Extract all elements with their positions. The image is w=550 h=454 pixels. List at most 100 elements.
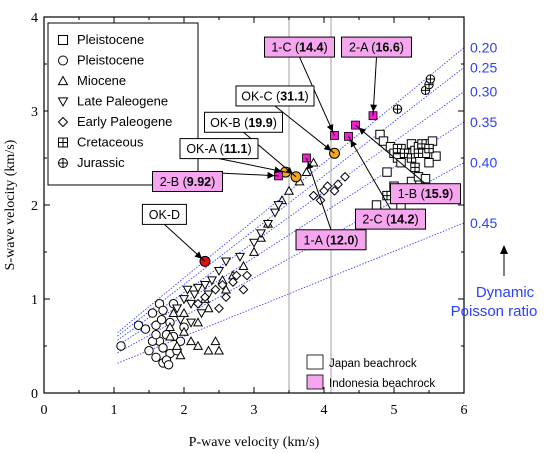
sample-legend-swatch — [306, 374, 324, 390]
x-axis-title: P-wave velocity (km/s) — [189, 435, 320, 450]
annotation-label-OK-A: OK-A (11.1) — [186, 142, 251, 156]
data-point-circle-plus — [392, 104, 403, 114]
data-point-triangle-down — [206, 276, 218, 286]
annotation-box-OK-A — [179, 138, 259, 160]
data-point-triangle-down — [234, 252, 246, 262]
data-point-diamond — [340, 171, 350, 182]
annotation-arrowhead-2-C — [350, 139, 358, 148]
legend-box — [47, 22, 199, 186]
annotation-arrowhead-OK-D — [194, 251, 203, 259]
legend-label: Miocene — [77, 73, 126, 88]
data-point-square — [420, 173, 431, 184]
data-point-triangle-up — [164, 331, 176, 341]
data-point-triangle-down — [248, 238, 260, 248]
data-point-triangle-down — [255, 229, 267, 239]
data-point-square — [371, 200, 382, 210]
annotation-arrow-1-C — [299, 56, 335, 136]
data-point-triangle-down — [185, 299, 197, 309]
annotation-arrow-1-B — [355, 124, 426, 185]
data-point-diamond — [200, 292, 210, 303]
data-point-triangle-down — [175, 315, 186, 325]
data-point-diamond — [210, 284, 221, 295]
annotation-label-1-C: 1-C (14.4) — [271, 41, 327, 55]
annotation-box-OK-C — [235, 85, 315, 107]
data-point-triangle-down — [185, 318, 197, 328]
annotation-arrowhead-2-B — [267, 171, 275, 179]
legend-marker-square — [58, 35, 68, 45]
data-point-triangle-up — [168, 307, 179, 317]
poisson-label-0.20: 0.20 — [470, 40, 497, 56]
annotation-arrowhead-OK-A — [274, 166, 282, 174]
data-point-triangle-up — [185, 336, 197, 346]
poisson-label-0.35: 0.35 — [470, 114, 497, 130]
data-point-triangle-up — [248, 246, 260, 256]
poisson-label-0.30: 0.30 — [470, 84, 497, 100]
data-point-diamond — [329, 185, 340, 196]
annotation-arrowhead-OK-C — [323, 143, 332, 151]
poisson-label-0.45: 0.45 — [470, 215, 497, 231]
data-point-diamond — [242, 270, 252, 281]
annotation-box-1-B — [390, 183, 461, 205]
data-point-circle — [151, 352, 161, 362]
sample-legend-swatch — [306, 354, 324, 370]
annotation-arrow-OK-A — [218, 158, 286, 173]
x-tick-label: 2 — [181, 403, 188, 418]
data-point-triangle-up — [192, 340, 204, 350]
x-tick-label: 6 — [461, 403, 468, 418]
data-point-circle — [116, 341, 126, 351]
data-point-diamond — [333, 179, 343, 190]
annotation-arrowhead-1-A — [306, 161, 314, 170]
sample-legend-label: Indonesia beachrock — [329, 378, 435, 390]
poisson-line-0.30 — [117, 91, 464, 341]
data-point-circle — [140, 324, 151, 334]
data-point-triangle-up — [203, 303, 214, 313]
poisson-title-line1: Dynamic — [476, 284, 535, 301]
data-point-triangle-down — [213, 266, 225, 277]
data-point-triangle-down — [262, 219, 274, 230]
data-point-circle — [158, 305, 168, 315]
data-point-triangle-up — [175, 350, 186, 360]
data-point-triangle-up — [192, 317, 204, 327]
poisson-line-0.45 — [117, 222, 464, 364]
poisson-arrow — [500, 245, 508, 276]
data-point-diamond — [217, 279, 228, 290]
legend-marker-square-plus — [58, 137, 68, 148]
x-tick-label: 1 — [111, 403, 118, 418]
legend-label: Late Paleogene — [77, 94, 168, 109]
data-point-circle — [147, 308, 158, 318]
data-point-triangle-up — [164, 321, 176, 332]
annotation-label-1-B: 1-B (15.9) — [398, 187, 454, 201]
y-tick-label: 4 — [31, 11, 38, 26]
annotation-box-1-A — [295, 229, 367, 251]
annotation-arrow-2-C — [348, 136, 391, 210]
data-point-triangle-up — [308, 157, 319, 167]
legend-label: Jurassic — [77, 155, 125, 170]
annotation-box-2-A — [341, 36, 412, 58]
data-point-diamond — [319, 185, 329, 196]
annotation-arrow-1-A — [306, 157, 332, 230]
annotation-arrowhead-1-C — [326, 123, 334, 132]
data-point-circle — [163, 360, 174, 370]
data-point-diamond — [221, 292, 231, 303]
data-point-triangle-down — [182, 285, 193, 295]
data-point-triangle-up — [213, 345, 225, 355]
poisson-title-line2: Poisson ratio — [451, 303, 538, 320]
annotation-box-OK-B — [204, 111, 283, 133]
poisson-line-0.25 — [117, 67, 464, 337]
data-point-triangle-down — [192, 283, 204, 293]
annotation-label-OK-B: OK-B (19.9) — [210, 116, 277, 130]
x-tick-label: 3 — [251, 403, 258, 418]
y-axis-title: S-wave velocity (km/s) — [3, 139, 18, 270]
annotation-label-2-B: 2-B (9.92) — [160, 175, 216, 189]
poisson-label-0.40: 0.40 — [470, 155, 497, 171]
x-tick-label: 4 — [321, 403, 328, 418]
data-point-triangle-down — [220, 257, 232, 267]
data-point-circle — [156, 314, 167, 325]
annotation-arrowhead-OK-B — [285, 167, 293, 175]
annotation-arrowhead-1-B — [358, 127, 367, 135]
data-point-triangle-up — [210, 336, 221, 346]
annotation-label-2-C: 2-C (14.2) — [362, 213, 418, 227]
annotation-label-OK-C: OK-C (31.1) — [241, 89, 308, 103]
data-point-diamond — [214, 303, 224, 314]
